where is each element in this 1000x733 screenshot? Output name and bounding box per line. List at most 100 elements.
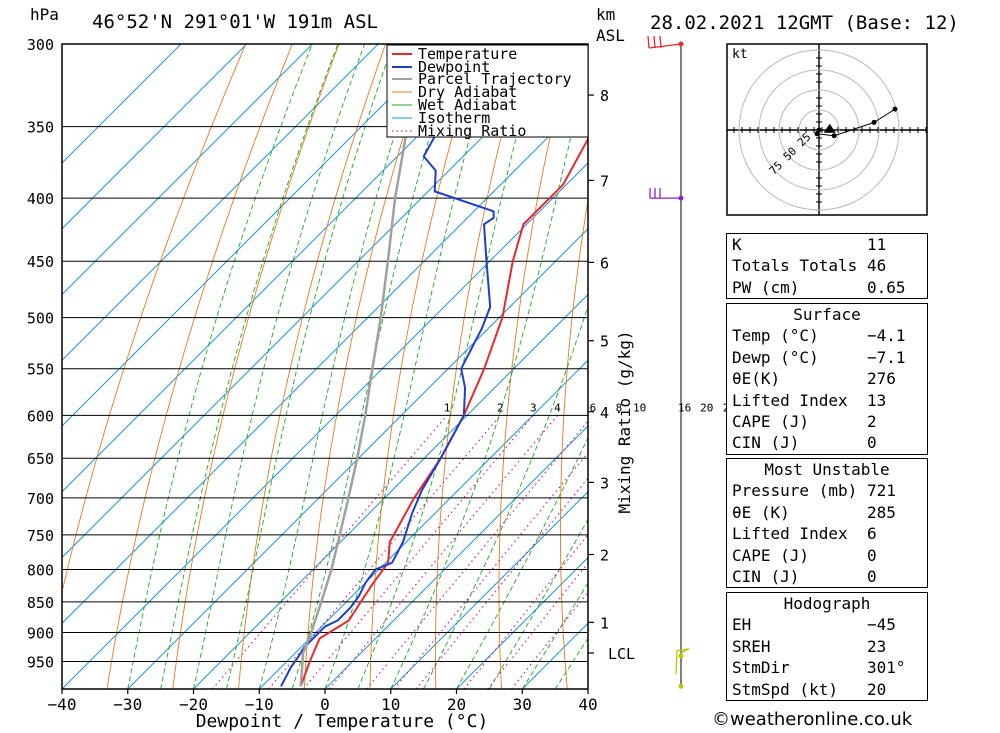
datetime-title: 28.02.2021 12GMT (Base: 12): [650, 12, 959, 34]
isotherm-line: [62, 44, 313, 296]
hodograph-unit: kt: [732, 47, 748, 62]
km-tick-label: 8: [600, 87, 609, 105]
isotherm-line: [127, 228, 588, 689]
hodograph-point: [816, 127, 822, 133]
indices-top-panel: K 11 Totals Totals 46 PW (cm) 0.65: [726, 233, 928, 300]
mixing-ratio-line: [393, 451, 588, 689]
wet-adiabat-line: [291, 44, 459, 689]
isotherm-line: [62, 44, 379, 361]
surface-title: Surface: [793, 305, 861, 324]
x-tick-label: 30: [513, 695, 532, 714]
legend-parcel: Parcel Trajectory: [418, 70, 572, 88]
wet-adiabat-line: [258, 44, 425, 689]
wind-profile: [647, 35, 690, 689]
index-row: PW (cm) 0.65: [732, 277, 906, 297]
hodograph-panel: Hodograph EH −45 SREH 23 StmDir 301° StmSpd…: [726, 592, 928, 701]
mixing-ratio-labels: 12346810162025: [444, 401, 736, 414]
x-tick-label: −10: [245, 695, 274, 714]
wet-adiabat-line: [324, 44, 497, 689]
pressure-tick-label: 450: [27, 253, 54, 271]
most-unstable-title: Most Unstable: [764, 460, 890, 479]
asl-label: ASL: [596, 26, 625, 45]
dry-adiabat-line: [559, 197, 588, 689]
mixing-ratio-line: [328, 414, 558, 689]
mixing-ratio-label: 16: [678, 401, 691, 414]
x-tick-label: 40: [578, 695, 597, 714]
mixing-ratio-line: [211, 414, 448, 689]
mixing-ratio-label: 2: [497, 401, 504, 414]
hodograph-point: [892, 106, 898, 112]
hodograph-point: [814, 131, 820, 137]
km-tick-label: 5: [600, 333, 609, 351]
isotherm-line: [456, 556, 588, 689]
wet-adiabat-line: [423, 304, 588, 689]
legend-dewpoint: Dewpoint: [418, 58, 490, 76]
legend-dry-adiabat: Dry Adiabat: [418, 83, 517, 101]
pressure-tick-label: 600: [27, 407, 54, 425]
km-tick-label: 1: [600, 614, 609, 632]
km-tick-label: 4: [600, 404, 609, 422]
mixing-ratio-label: 20: [700, 401, 713, 414]
mixing-ratio-line: [302, 414, 534, 689]
profile-series: [280, 44, 588, 687]
wind-barb: [648, 43, 682, 49]
wind-barb-flag: [653, 35, 656, 49]
pressure-tick-label: 800: [27, 561, 54, 579]
km-unit-label: km: [596, 5, 615, 24]
surface-panel: Surface Temp (°C) −4.1 Dewp (°C) −7.1 θE(K…: [726, 303, 928, 455]
hodograph-ring: [778, 89, 860, 171]
x-axis-title: Dewpoint / Temperature (°C): [196, 711, 489, 732]
pressure-tick-label: 550: [27, 361, 54, 379]
mixing-ratio-label: 8: [616, 401, 623, 414]
isotherm-line: [324, 425, 588, 689]
mixing-ratio-axis-title: Mixing Ratio (g/kg): [615, 330, 634, 513]
legend-wet-adiabat: Wet Adiabat: [418, 96, 517, 114]
parcel-trajectory-series: [299, 44, 426, 687]
temperature-series: [299, 136, 588, 687]
wind-barb-flag: [647, 35, 650, 49]
wet-adiabat-line: [127, 44, 313, 689]
dewpoint-series: [280, 44, 521, 687]
mixing-ratio-label: 6: [590, 401, 597, 414]
storm-motion-marker: [823, 123, 836, 133]
x-tick-label: 10: [381, 695, 400, 714]
x-tick-label: −40: [48, 695, 77, 714]
wind-barb-dot: [678, 653, 684, 659]
pressure-tick-label: 900: [27, 625, 54, 643]
mixing-ratio-label: 3: [530, 401, 537, 414]
pressure-tick-label: 850: [27, 594, 54, 612]
dry-adiabat-line: [942, 44, 1000, 689]
x-tick-label: 20: [447, 695, 466, 714]
copyright-footer[interactable]: ©weatheronline.co.uk: [712, 709, 913, 730]
hodograph-ring: [758, 69, 880, 191]
mixing-ratio-label: 4: [554, 401, 561, 414]
wind-barb: [675, 648, 690, 674]
most-unstable-panel: Most Unstable Pressure (mb) 721 θE (K) 285…: [726, 458, 928, 589]
pressure-tick-label: 350: [27, 119, 54, 137]
isotherm-line: [62, 44, 248, 230]
mixing-ratio-label: 1: [444, 401, 451, 414]
hodograph-point: [831, 133, 837, 139]
background-lines: [62, 44, 1000, 689]
hodograph-ring: [738, 49, 900, 211]
x-tick-label: −20: [179, 695, 208, 714]
pressure-tick-label: 750: [27, 527, 54, 545]
wet-adiabat-line: [193, 44, 366, 689]
wet-adiabat-line: [456, 436, 588, 689]
x-tick-label: 0: [320, 695, 330, 714]
legend-temperature: Temperature: [418, 45, 517, 63]
index-row: Totals Totals 46: [732, 256, 887, 276]
isotherm-line: [62, 162, 588, 689]
legend-isotherm: Isotherm: [418, 109, 490, 127]
km-tick-label: 2: [600, 547, 609, 565]
wind-barb-dot: [678, 683, 684, 689]
pressure-tick-label: 950: [27, 654, 54, 672]
dry-adiabat-line: [172, 44, 340, 689]
dry-adiabat-line: [678, 44, 712, 689]
axes: 3003504004505005506006507007508008509009…: [27, 36, 635, 714]
hodograph-title: Hodograph: [783, 594, 871, 613]
x-tick-label: −30: [113, 695, 142, 714]
km-tick-label: 6: [600, 254, 609, 272]
